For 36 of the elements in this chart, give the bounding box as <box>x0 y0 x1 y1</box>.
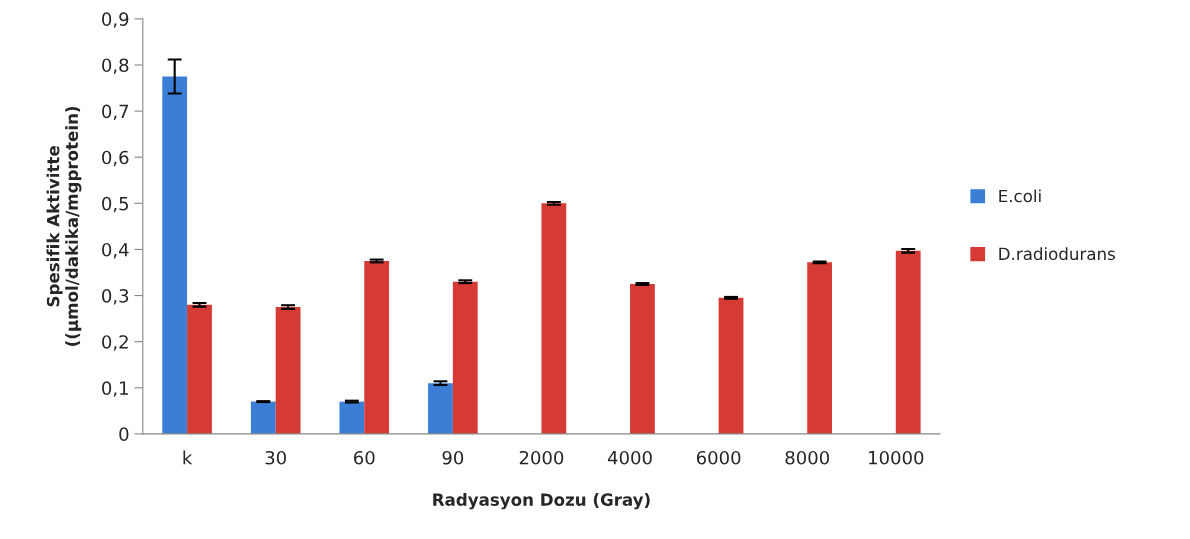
y-tick-label: 0,7 <box>102 104 129 121</box>
x-axis-title: Radyasyon Dozu (Gray) <box>433 493 650 510</box>
bar <box>452 281 478 434</box>
x-tick-label: k <box>183 450 193 465</box>
x-tick-label: 8000 <box>785 450 829 465</box>
x-tick-label: 10000 <box>869 450 924 465</box>
bar <box>250 401 276 434</box>
y-tick-label: 0,1 <box>102 381 128 397</box>
x-tick-label: 6000 <box>696 450 741 465</box>
bar <box>630 284 655 434</box>
y-tick-label: 0 <box>119 427 129 442</box>
y-tick-label: 0,6 <box>102 150 129 167</box>
y-tick-label: 0,2 <box>102 335 128 351</box>
bar <box>275 307 301 434</box>
bar <box>541 203 567 434</box>
y-axis-title: Spesifik Aktivitte ((µmol/dakika/mgprotein) <box>46 106 82 346</box>
bar <box>718 297 744 434</box>
bar <box>364 260 390 434</box>
bar <box>339 401 365 434</box>
x-tick-label: 60 <box>354 450 375 465</box>
y-tick-label: 0,3 <box>102 289 129 305</box>
x-tick-label: 90 <box>442 450 464 465</box>
y-tick-label: 0,4 <box>102 242 129 259</box>
y-tick-label: 0,9 <box>102 12 129 28</box>
x-tick-label: 2000 <box>519 450 564 465</box>
bar <box>428 383 453 434</box>
x-tick-label: 4000 <box>607 450 652 465</box>
bar <box>807 262 833 434</box>
bar <box>895 250 921 434</box>
legend-label: D.radiodurans <box>999 247 1115 261</box>
x-tick-label: 30 <box>265 450 286 465</box>
legend-label: E.coli <box>999 189 1041 203</box>
bar <box>187 304 212 434</box>
bar <box>162 76 188 434</box>
y-tick-label: 0,5 <box>102 196 129 213</box>
y-tick-label: 0,8 <box>102 58 129 74</box>
